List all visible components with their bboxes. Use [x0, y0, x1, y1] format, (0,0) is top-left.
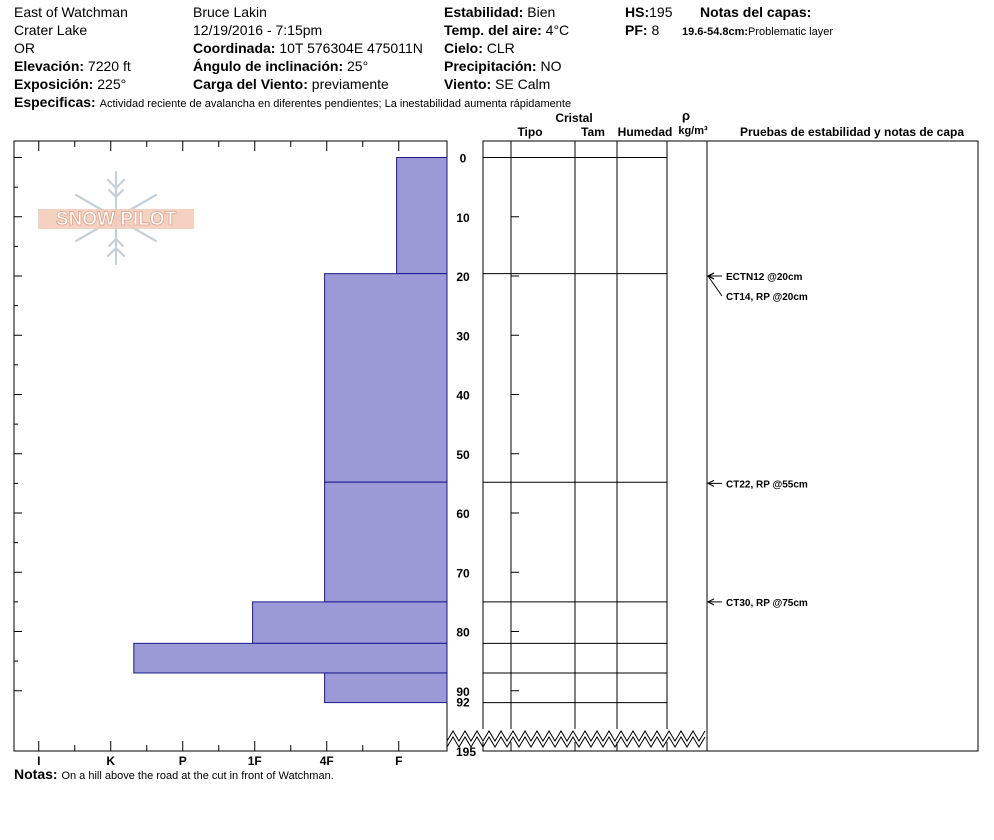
stability-test-label: CT22, RP @55cm [726, 479, 808, 490]
logo-text: SNOW PILOT [56, 209, 177, 230]
air-temp-row: Temp. del aire: 4°C [444, 22, 570, 38]
depth-label: 50 [456, 448, 470, 462]
density-symbol: ρ [682, 108, 690, 123]
depth-label: 40 [456, 389, 470, 403]
specifics-row: Especificas: Actividad reciente de avala… [14, 94, 572, 110]
layer-grid [446, 140, 979, 752]
slope-angle-row: Ángulo de inclinación: 25° [193, 58, 369, 74]
coordinate-row: Coordinada: 10T 576304E 475011N [193, 40, 423, 56]
hardness-label: F [395, 754, 402, 768]
hardness-label: 1F [248, 754, 262, 768]
elevation-row: Elevación: 7220 ft [14, 58, 131, 74]
notes-row: Notas: On a hill above the road at the c… [14, 766, 334, 782]
precipitation-row: Precipitación: NO [444, 58, 562, 74]
depth-label: 60 [456, 507, 470, 521]
hardness-bar [133, 642, 448, 674]
moisture-header: Humedad [618, 125, 673, 139]
grid-frame [482, 140, 979, 752]
depth-label: 10 [456, 211, 470, 225]
hardness-bar [396, 157, 448, 275]
test-arrowhead [706, 598, 715, 606]
hardness-label: 4F [320, 754, 334, 768]
hardness-bars [133, 157, 448, 704]
state-name: OR [14, 40, 35, 56]
hardness-bar [324, 672, 448, 704]
location-name: East of Watchman [14, 4, 128, 20]
wind-row: Viento: SE Calm [444, 76, 551, 92]
test-arrowhead [706, 272, 715, 280]
tests-header: Pruebas de estabilidad y notas de capa [740, 125, 964, 139]
depth-label: 70 [456, 566, 470, 580]
sky-row: Cielo: CLR [444, 40, 515, 56]
stability-test-label: ECTN12 @20cm [726, 272, 803, 283]
hardness-bar [324, 481, 448, 603]
stability-test-label: CT14, RP @20cm [726, 292, 808, 303]
break-zigzag [446, 730, 706, 742]
aspect-row: Exposición: 225° [14, 76, 127, 92]
stability-row: Estabilidad: Bien [444, 4, 556, 20]
hs-row: HS:195 [625, 4, 673, 20]
total-depth-label: 92 [456, 696, 470, 710]
break-zigzag [446, 736, 706, 748]
layer-notes-label: Notas del capas: [700, 4, 812, 20]
hardness-bar [324, 273, 448, 483]
hardness-label: P [179, 754, 187, 768]
hardness-bar [252, 601, 448, 644]
density-unit: kg/m³ [678, 125, 708, 137]
depth-label: 30 [456, 329, 470, 343]
wind-load-row: Carga del Viento: previamente [193, 76, 389, 92]
depth-label: 80 [456, 626, 470, 640]
size-header: Tam [581, 125, 605, 139]
crystal-header: Cristal [555, 111, 592, 125]
test-arrowhead [706, 479, 715, 487]
hardness-ticks: I K P 1F 4F F [37, 141, 402, 768]
snowpilot-logo: SNOW PILOT [38, 170, 194, 266]
depth-label: 0 [460, 152, 467, 166]
hs-break-label: 195 [456, 745, 476, 759]
layer-note: 19.6-54.8cm:Problematic layer [682, 26, 834, 38]
test-arrow [707, 275, 723, 297]
area-name: Crater Lake [14, 22, 88, 38]
type-header: Tipo [517, 125, 542, 139]
hardness-label: K [106, 754, 115, 768]
depth-label: 90 [456, 685, 470, 699]
depth-label: 20 [456, 270, 470, 284]
pf-row: PF: 8 [625, 22, 660, 38]
stability-test-label: CT30, RP @75cm [726, 598, 808, 609]
stability-tests: ECTN12 @20cm CT14, RP @20cm CT22, RP @55cm… [706, 272, 808, 609]
observation-datetime: 12/19/2016 - 7:15pm [193, 22, 323, 38]
hardness-label: I [37, 754, 40, 768]
observer-name: Bruce Lakin [193, 4, 267, 20]
